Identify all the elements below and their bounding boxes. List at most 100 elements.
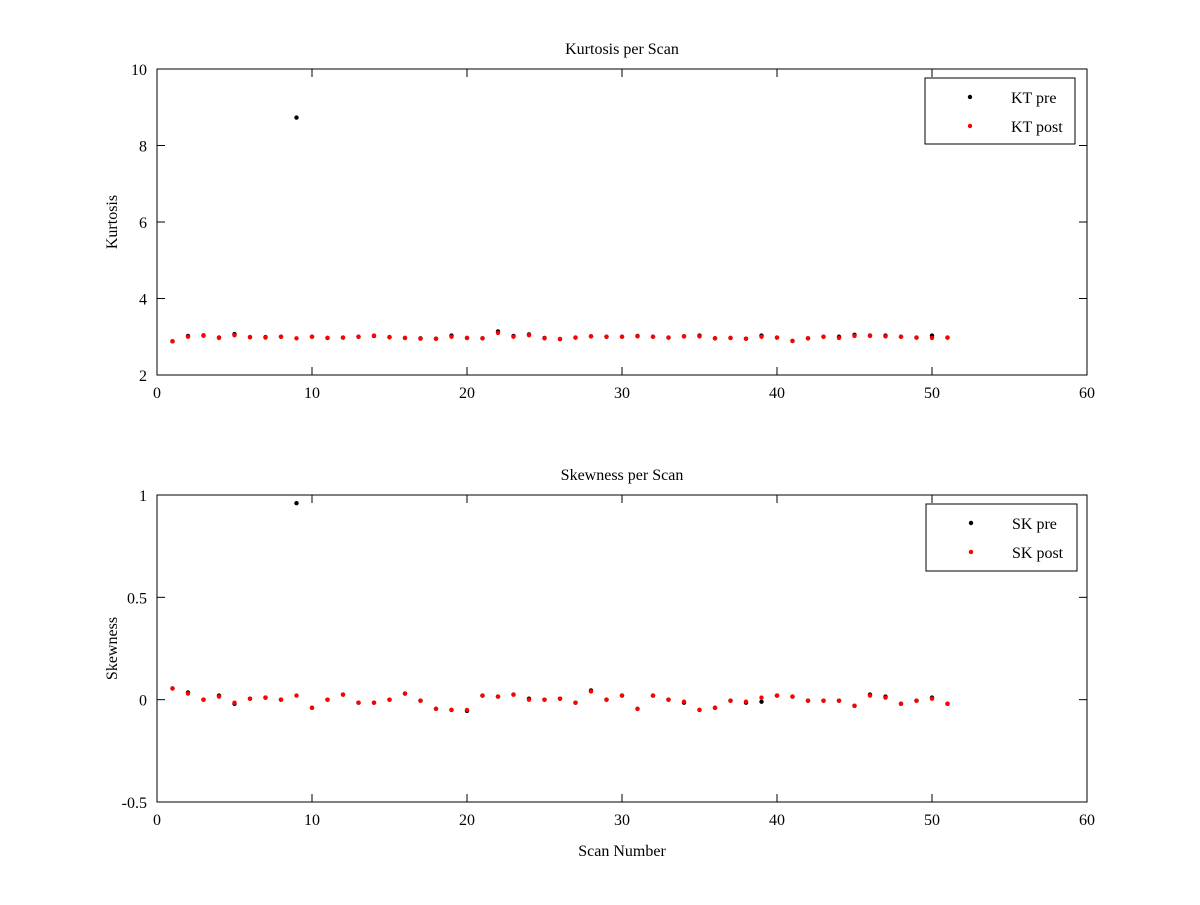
data-point <box>526 697 532 702</box>
data-point <box>495 330 501 336</box>
x-tick-label: 30 <box>614 812 630 829</box>
chart-title: Kurtosis per Scan <box>565 41 679 58</box>
data-point <box>511 334 516 339</box>
data-point <box>821 334 826 339</box>
legend-marker <box>968 520 974 526</box>
data-point <box>526 333 532 338</box>
y-axis-label: Skewness <box>104 617 121 680</box>
data-point <box>247 696 253 701</box>
data-point <box>666 335 671 340</box>
x-axis-label: Scan Number <box>578 843 666 860</box>
data-point <box>759 699 764 704</box>
data-point <box>650 693 656 698</box>
data-point <box>402 691 408 696</box>
legend-marker <box>967 123 973 129</box>
y-tick-label: 6 <box>139 215 147 232</box>
data-point <box>929 335 935 341</box>
legend-label: KT post <box>1011 119 1063 136</box>
data-point <box>805 698 811 703</box>
data-point <box>557 336 563 342</box>
data-point <box>216 335 222 341</box>
x-tick-label: 10 <box>304 812 320 829</box>
data-point <box>681 334 687 339</box>
data-point <box>898 701 904 706</box>
data-point <box>697 707 702 713</box>
x-tick-label: 40 <box>769 385 785 402</box>
y-axis-label: Kurtosis <box>104 195 121 249</box>
data-point <box>371 333 377 338</box>
data-point <box>185 691 191 696</box>
x-tick-label: 0 <box>153 812 161 829</box>
data-point <box>790 694 795 699</box>
y-tick-label: 1 <box>139 488 147 505</box>
data-point <box>294 115 299 120</box>
data-point <box>325 335 330 341</box>
data-point <box>433 706 439 712</box>
y-tick-label: 0.5 <box>127 590 147 607</box>
data-point <box>821 698 826 703</box>
legend-marker <box>967 94 973 100</box>
series-2 <box>170 330 950 344</box>
data-point <box>449 334 454 339</box>
x-tick-label: 50 <box>924 812 940 829</box>
data-point <box>743 336 749 341</box>
data-point <box>232 700 237 705</box>
legend-label: SK pre <box>1012 516 1057 533</box>
data-point <box>790 338 795 344</box>
data-point <box>542 336 547 341</box>
data-point <box>201 333 206 338</box>
data-point <box>247 334 253 340</box>
x-tick-label: 40 <box>769 812 785 829</box>
data-point <box>170 339 175 344</box>
data-point <box>216 694 222 699</box>
data-point <box>294 336 299 341</box>
data-point <box>697 334 702 339</box>
data-point <box>852 703 857 709</box>
data-point <box>480 336 485 341</box>
x-tick-label: 0 <box>153 385 161 402</box>
data-point <box>185 334 191 339</box>
data-point <box>836 698 842 703</box>
data-point <box>883 695 888 700</box>
data-point <box>294 693 299 698</box>
data-point <box>619 334 625 339</box>
data-point <box>588 689 594 694</box>
legend-marker <box>968 549 974 555</box>
data-point <box>759 695 764 700</box>
data-point <box>402 335 408 341</box>
data-point <box>774 693 780 698</box>
data-point <box>464 335 470 341</box>
data-point <box>681 699 687 704</box>
data-point <box>340 692 346 697</box>
data-point <box>914 698 919 703</box>
data-point <box>557 696 563 701</box>
data-point <box>201 697 206 702</box>
data-point <box>929 696 935 701</box>
data-point <box>294 500 299 506</box>
data-point <box>387 334 392 340</box>
data-point <box>604 697 609 702</box>
series-1 <box>170 115 950 344</box>
data-point <box>278 334 284 339</box>
data-point <box>867 693 873 698</box>
chart-title: Skewness per Scan <box>561 467 684 484</box>
data-point <box>712 336 718 341</box>
data-point <box>635 334 640 339</box>
data-point <box>542 697 547 702</box>
y-tick-label: 4 <box>139 292 147 309</box>
data-point <box>774 335 780 340</box>
data-point <box>588 334 594 339</box>
data-point <box>356 700 361 705</box>
x-tick-label: 20 <box>459 812 475 829</box>
data-point <box>805 336 811 341</box>
data-point <box>418 698 423 703</box>
data-point <box>309 334 315 339</box>
data-point <box>356 334 361 339</box>
data-point <box>635 706 640 712</box>
data-point <box>309 705 315 711</box>
legend-label: SK post <box>1012 545 1064 562</box>
data-point <box>914 335 919 340</box>
data-point <box>945 335 950 340</box>
y-tick-label: 2 <box>139 368 147 385</box>
